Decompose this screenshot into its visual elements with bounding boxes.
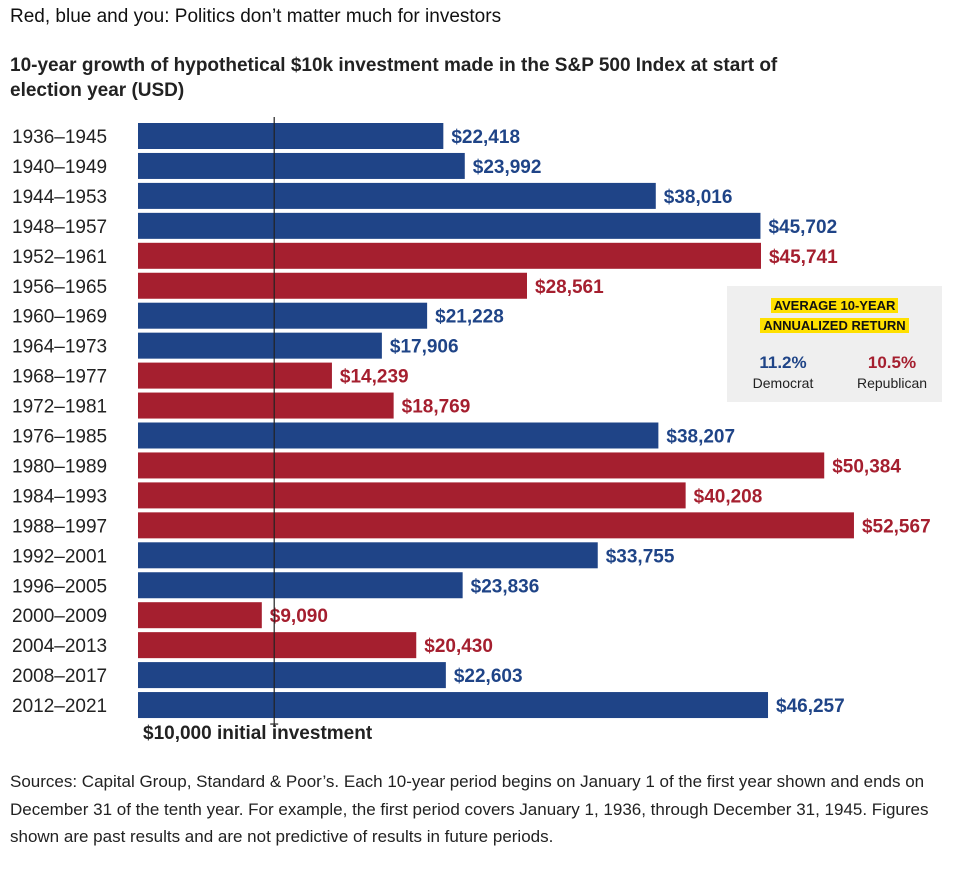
baseline-label: $10,000 initial investment [143, 723, 373, 744]
bar-democrat [138, 332, 382, 359]
value-label: $23,836 [471, 576, 540, 597]
value-label: $40,208 [694, 486, 763, 507]
bar-democrat [138, 212, 761, 239]
value-label: $14,239 [340, 367, 409, 388]
democrat-return-value: 11.2% [759, 353, 807, 372]
value-label: $52,567 [862, 516, 931, 537]
value-label: $45,702 [768, 217, 837, 238]
republican-label: Republican [856, 375, 928, 391]
value-label: $9,090 [270, 606, 328, 627]
bar-democrat [138, 422, 659, 449]
legend-title: AVERAGE 10-YEAR ANNUALIZED RETURN [727, 296, 942, 336]
value-label: $45,741 [769, 247, 838, 268]
category-label: 1940–1949 [12, 157, 107, 178]
category-label: 1956–1965 [12, 277, 107, 298]
bar-republican [138, 272, 528, 299]
value-label: $38,207 [666, 427, 735, 448]
legend-title-line2: ANNUALIZED RETURN [760, 318, 909, 333]
value-label: $38,016 [664, 187, 733, 208]
category-label: 2000–2009 [12, 606, 107, 627]
average-return-legend: AVERAGE 10-YEAR ANNUALIZED RETURN 11.2% … [727, 286, 942, 402]
category-label: 1988–1997 [12, 516, 107, 537]
bar-republican [138, 242, 761, 269]
bar-democrat [138, 692, 769, 719]
bar-chart: 1936–1945 $22,418 1940–1949 $23,992 1944–195… [12, 117, 931, 727]
bar-democrat [138, 302, 428, 329]
bar-democrat [138, 182, 656, 209]
value-label: $46,257 [776, 696, 845, 717]
value-label: $33,755 [606, 546, 675, 567]
value-label: $28,561 [535, 277, 604, 298]
category-label: 1936–1945 [12, 127, 107, 148]
bar-republican [138, 632, 417, 659]
chart-headline: Red, blue and you: Politics don’t matter… [10, 6, 502, 27]
bar-republican [138, 392, 394, 419]
bar-republican [138, 512, 854, 539]
bar-democrat [138, 123, 444, 149]
republican-return-value: 10.5% [867, 353, 917, 372]
category-label: 1952–1961 [12, 247, 107, 268]
category-label: 1972–1981 [12, 397, 107, 418]
value-label: $21,228 [435, 307, 504, 328]
category-label: 1964–1973 [12, 337, 107, 358]
bar-democrat [138, 152, 465, 179]
bar-republican [138, 452, 825, 479]
category-label: 2008–2017 [12, 666, 107, 687]
value-label: $22,418 [451, 127, 520, 148]
sources-note: Sources: Capital Group, Standard & Poor’… [10, 772, 929, 846]
category-label: 1944–1953 [12, 187, 107, 208]
value-label: $18,769 [402, 397, 471, 418]
bar-republican [138, 362, 332, 389]
value-label: $20,430 [424, 636, 493, 657]
chart-subtitle: 10-year growth of hypothetical $10k inve… [10, 55, 778, 101]
value-label: $50,384 [832, 456, 901, 477]
bar-republican [138, 602, 262, 629]
value-label: $23,992 [473, 157, 542, 178]
value-label: $22,603 [454, 666, 523, 687]
category-label: 1992–2001 [12, 546, 107, 567]
bar-democrat [138, 662, 446, 689]
democrat-label: Democrat [752, 375, 814, 391]
bar-democrat [138, 572, 463, 599]
category-label: 1948–1957 [12, 217, 107, 238]
category-label: 1960–1969 [12, 307, 107, 328]
bar-republican [138, 482, 686, 509]
category-label: 1968–1977 [12, 367, 107, 388]
bar-democrat [138, 542, 598, 569]
value-label: $17,906 [390, 337, 459, 358]
category-label: 1984–1993 [12, 486, 107, 507]
category-label: 1976–1985 [12, 427, 107, 448]
category-label: 1996–2005 [12, 576, 107, 597]
legend-title-line1: AVERAGE 10-YEAR [770, 298, 899, 313]
category-label: 1980–1989 [12, 456, 107, 477]
category-label: 2012–2021 [12, 696, 107, 717]
category-label: 2004–2013 [12, 636, 107, 657]
